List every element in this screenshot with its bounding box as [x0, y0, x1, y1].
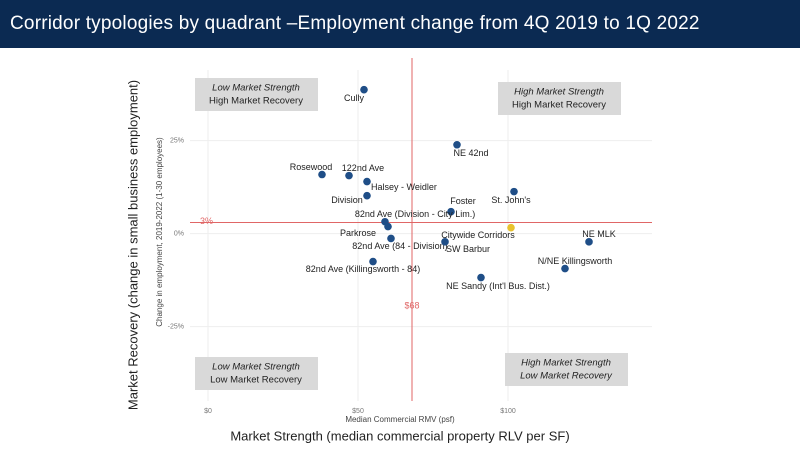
- quadrant-label: High Market Recovery: [512, 100, 606, 111]
- point-label: Foster: [450, 196, 476, 206]
- point: [318, 170, 326, 179]
- point-label: Cully: [344, 93, 365, 103]
- quadrant-box: [195, 78, 318, 111]
- x-tick-label: $100: [500, 408, 516, 415]
- quadrant-label: Low Market Strength: [212, 362, 300, 373]
- outer-x-label: Market Strength (median commercial prope…: [230, 428, 569, 443]
- point: [507, 223, 515, 232]
- point: [441, 238, 449, 246]
- point-label: Rosewood: [290, 162, 333, 172]
- point: [561, 264, 569, 273]
- plot-area: $0 $50 $100 -25% 0% 25% $68 3% Low Market Streng…: [168, 58, 652, 415]
- point: [585, 238, 593, 246]
- reference-label-x: $68: [404, 300, 419, 310]
- quadrant-box: [195, 357, 318, 390]
- quadrant-label: High Market Strength: [521, 358, 611, 369]
- x-axis-label: Median Commercial RMV (psf): [345, 415, 455, 424]
- reference-label-y: 3%: [200, 216, 213, 226]
- point: [345, 171, 353, 180]
- point-label: St. John's: [491, 195, 531, 205]
- y-tick-label: 0%: [174, 230, 184, 237]
- quadrant-label: Low Market Recovery: [210, 375, 302, 386]
- point-label: Parkrose: [340, 228, 376, 238]
- quadrant-label: High Market Strength: [514, 87, 604, 98]
- quadrant-label: High Market Recovery: [209, 96, 303, 107]
- y-tick-label: 25%: [170, 138, 184, 145]
- point-label: SW Barbur: [446, 244, 490, 254]
- point-label: Citywide Corridors: [441, 230, 515, 240]
- point-label: Division: [331, 195, 363, 205]
- point: [360, 85, 368, 94]
- header-bar: [0, 0, 800, 48]
- point-label: NE MLK: [582, 229, 616, 239]
- point: [363, 191, 371, 200]
- quadrant-box: [505, 353, 628, 386]
- point: [363, 177, 371, 186]
- x-tick-label: $50: [352, 408, 364, 415]
- point-label: NE Sandy (Int'l Bus. Dist.): [446, 281, 550, 291]
- x-tick-label: $0: [204, 408, 212, 415]
- quadrant-label: Low Market Strength: [212, 83, 300, 94]
- point-label: N/NE Killingsworth: [538, 256, 613, 266]
- quadrant-label: Low Market Recovery: [520, 371, 613, 382]
- point-label: 82nd Ave (Division - City Lim.): [355, 209, 475, 219]
- point: [453, 140, 461, 149]
- outer-y-label: Market Recovery (change in small busines…: [125, 80, 140, 410]
- y-axis-label: Change in employment, 2019-2022 (1-30 em…: [155, 137, 164, 327]
- point: [369, 257, 377, 266]
- y-tick-label: -25%: [168, 323, 184, 330]
- slide-title: Corridor typologies by quadrant –Employm…: [10, 13, 700, 34]
- point: [384, 222, 392, 231]
- quadrant-box: [498, 82, 621, 115]
- point: [387, 234, 395, 243]
- point: [477, 273, 485, 282]
- point-label: 82nd Ave (84 - Division): [352, 241, 447, 251]
- point-label: 122nd Ave: [342, 163, 384, 173]
- point-label: NE 42nd: [453, 148, 488, 158]
- point: [447, 207, 455, 216]
- point: [510, 187, 518, 196]
- point-label: 82nd Ave (Killingsworth - 84): [306, 264, 420, 274]
- point-label: Halsey - Weidler: [371, 182, 437, 192]
